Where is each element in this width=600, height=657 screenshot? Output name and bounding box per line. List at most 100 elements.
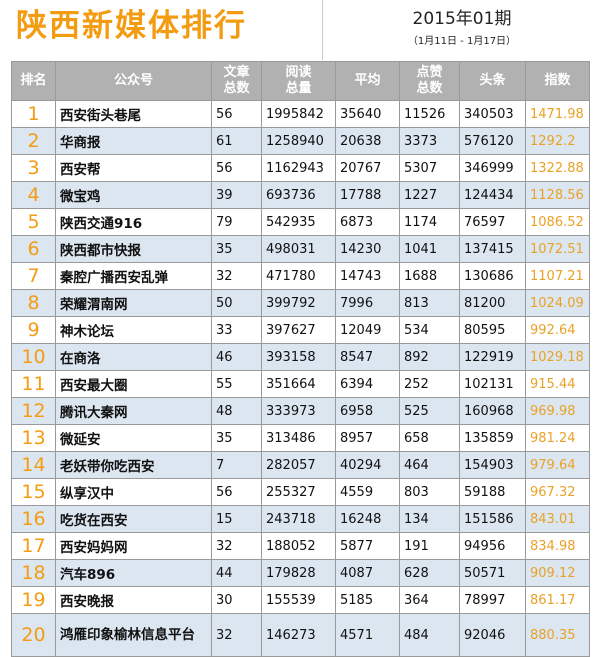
articles-cell: 44 bbox=[211, 559, 262, 587]
account-cell: 陕西都市快报 bbox=[55, 235, 212, 263]
table-row: 4 微宝鸡 39 693736 17788 1227 124434 1128.56 bbox=[11, 181, 590, 209]
headline-cell: 92046 bbox=[459, 613, 526, 657]
likes-cell: 11526 bbox=[399, 100, 460, 128]
reads-cell: 179828 bbox=[261, 559, 336, 587]
index-cell: 1471.98 bbox=[525, 100, 590, 128]
ranking-table: 排名 公众号 文章总数 阅读总量 平均 点赞总数 头条 指数 1 西安街头巷尾 56… bbox=[11, 61, 590, 657]
headline-cell: 59188 bbox=[459, 478, 526, 506]
header-likes-text: 点赞总数 bbox=[416, 65, 443, 96]
headline-cell: 154903 bbox=[459, 451, 526, 479]
average-cell: 7996 bbox=[335, 289, 400, 317]
table-row: 15 纵享汉中 56 255327 4559 803 59188 967.32 bbox=[11, 478, 590, 506]
table-body: 1 西安街头巷尾 56 1995842 35640 11526 340503 1471.98 2… bbox=[11, 100, 590, 657]
articles-cell: 56 bbox=[211, 154, 262, 182]
header-articles-text: 文章总数 bbox=[223, 65, 250, 96]
reads-cell: 1995842 bbox=[261, 100, 336, 128]
period-box: 2015年01期 （1月11日 - 1月17日） bbox=[322, 0, 600, 60]
table-row: 8 荣耀渭南网 50 399792 7996 813 81200 1024.09 bbox=[11, 289, 590, 317]
articles-cell: 35 bbox=[211, 424, 262, 452]
headline-cell: 340503 bbox=[459, 100, 526, 128]
rank-cell: 18 bbox=[11, 559, 56, 587]
likes-cell: 1041 bbox=[399, 235, 460, 263]
articles-cell: 50 bbox=[211, 289, 262, 317]
average-cell: 4571 bbox=[335, 613, 400, 657]
header-index: 指数 bbox=[525, 61, 590, 101]
reads-cell: 351664 bbox=[261, 370, 336, 398]
headline-cell: 151586 bbox=[459, 505, 526, 533]
table-row: 5 陕西交通916 79 542935 6873 1174 76597 1086.52 bbox=[11, 208, 590, 236]
index-cell: 979.64 bbox=[525, 451, 590, 479]
average-cell: 5185 bbox=[335, 586, 400, 614]
articles-cell: 32 bbox=[211, 532, 262, 560]
articles-cell: 39 bbox=[211, 181, 262, 209]
account-cell: 老妖带你吃西安 bbox=[55, 451, 212, 479]
account-cell: 腾讯大秦网 bbox=[55, 397, 212, 425]
index-cell: 981.24 bbox=[525, 424, 590, 452]
reads-cell: 693736 bbox=[261, 181, 336, 209]
date-range: （1月11日 - 1月17日） bbox=[407, 36, 517, 47]
issue-period: 2015年01期 bbox=[412, 9, 512, 29]
reads-cell: 542935 bbox=[261, 208, 336, 236]
account-cell: 神木论坛 bbox=[55, 316, 212, 344]
account-cell: 西安街头巷尾 bbox=[55, 100, 212, 128]
rank-cell: 15 bbox=[11, 478, 56, 506]
table-row: 13 微延安 35 313486 8957 658 135859 981.24 bbox=[11, 424, 590, 452]
table-row: 12 腾讯大秦网 48 333973 6958 525 160968 969.98 bbox=[11, 397, 590, 425]
index-cell: 843.01 bbox=[525, 505, 590, 533]
index-cell: 1024.09 bbox=[525, 289, 590, 317]
account-cell: 吃货在西安 bbox=[55, 505, 212, 533]
likes-cell: 464 bbox=[399, 451, 460, 479]
articles-cell: 32 bbox=[211, 262, 262, 290]
index-cell: 834.98 bbox=[525, 532, 590, 560]
reads-cell: 313486 bbox=[261, 424, 336, 452]
table-row: 7 秦腔广播西安乱弹 32 471780 14743 1688 130686 1107.21 bbox=[11, 262, 590, 290]
headline-cell: 130686 bbox=[459, 262, 526, 290]
articles-cell: 15 bbox=[211, 505, 262, 533]
header-reads-text: 阅读总量 bbox=[285, 65, 312, 96]
table-row: 11 西安最大圈 55 351664 6394 252 102131 915.44 bbox=[11, 370, 590, 398]
table-row: 19 西安晚报 30 155539 5185 364 78997 861.17 bbox=[11, 586, 590, 614]
average-cell: 16248 bbox=[335, 505, 400, 533]
table-row: 14 老妖带你吃西安 7 282057 40294 464 154903 979.64 bbox=[11, 451, 590, 479]
articles-cell: 56 bbox=[211, 478, 262, 506]
header-average: 平均 bbox=[335, 61, 400, 101]
rank-cell: 2 bbox=[11, 127, 56, 155]
average-cell: 8957 bbox=[335, 424, 400, 452]
header-headline: 头条 bbox=[459, 61, 526, 101]
rank-cell: 14 bbox=[11, 451, 56, 479]
likes-cell: 534 bbox=[399, 316, 460, 344]
table-row: 9 神木论坛 33 397627 12049 534 80595 992.64 bbox=[11, 316, 590, 344]
table-row: 1 西安街头巷尾 56 1995842 35640 11526 340503 1471.98 bbox=[11, 100, 590, 128]
table-row: 18 汽车896 44 179828 4087 628 50571 909.12 bbox=[11, 559, 590, 587]
rank-cell: 8 bbox=[11, 289, 56, 317]
account-cell: 西安妈妈网 bbox=[55, 532, 212, 560]
account-cell: 纵享汉中 bbox=[55, 478, 212, 506]
average-cell: 14743 bbox=[335, 262, 400, 290]
articles-cell: 79 bbox=[211, 208, 262, 236]
headline-cell: 102131 bbox=[459, 370, 526, 398]
index-cell: 1128.56 bbox=[525, 181, 590, 209]
account-cell: 陕西交通916 bbox=[55, 208, 212, 236]
likes-cell: 1174 bbox=[399, 208, 460, 236]
reads-cell: 1258940 bbox=[261, 127, 336, 155]
rank-cell: 11 bbox=[11, 370, 56, 398]
rank-cell: 13 bbox=[11, 424, 56, 452]
index-cell: 992.64 bbox=[525, 316, 590, 344]
index-cell: 1292.2 bbox=[525, 127, 590, 155]
likes-cell: 892 bbox=[399, 343, 460, 371]
index-cell: 1107.21 bbox=[525, 262, 590, 290]
table-row: 3 西安帮 56 1162943 20767 5307 346999 1322.88 bbox=[11, 154, 590, 182]
rank-cell: 6 bbox=[11, 235, 56, 263]
reads-cell: 146273 bbox=[261, 613, 336, 657]
index-cell: 1029.18 bbox=[525, 343, 590, 371]
reads-cell: 255327 bbox=[261, 478, 336, 506]
average-cell: 35640 bbox=[335, 100, 400, 128]
average-cell: 12049 bbox=[335, 316, 400, 344]
table-row: 6 陕西都市快报 35 498031 14230 1041 137415 1072.51 bbox=[11, 235, 590, 263]
rank-cell: 5 bbox=[11, 208, 56, 236]
likes-cell: 252 bbox=[399, 370, 460, 398]
reads-cell: 1162943 bbox=[261, 154, 336, 182]
headline-cell: 346999 bbox=[459, 154, 526, 182]
likes-cell: 803 bbox=[399, 478, 460, 506]
headline-cell: 94956 bbox=[459, 532, 526, 560]
